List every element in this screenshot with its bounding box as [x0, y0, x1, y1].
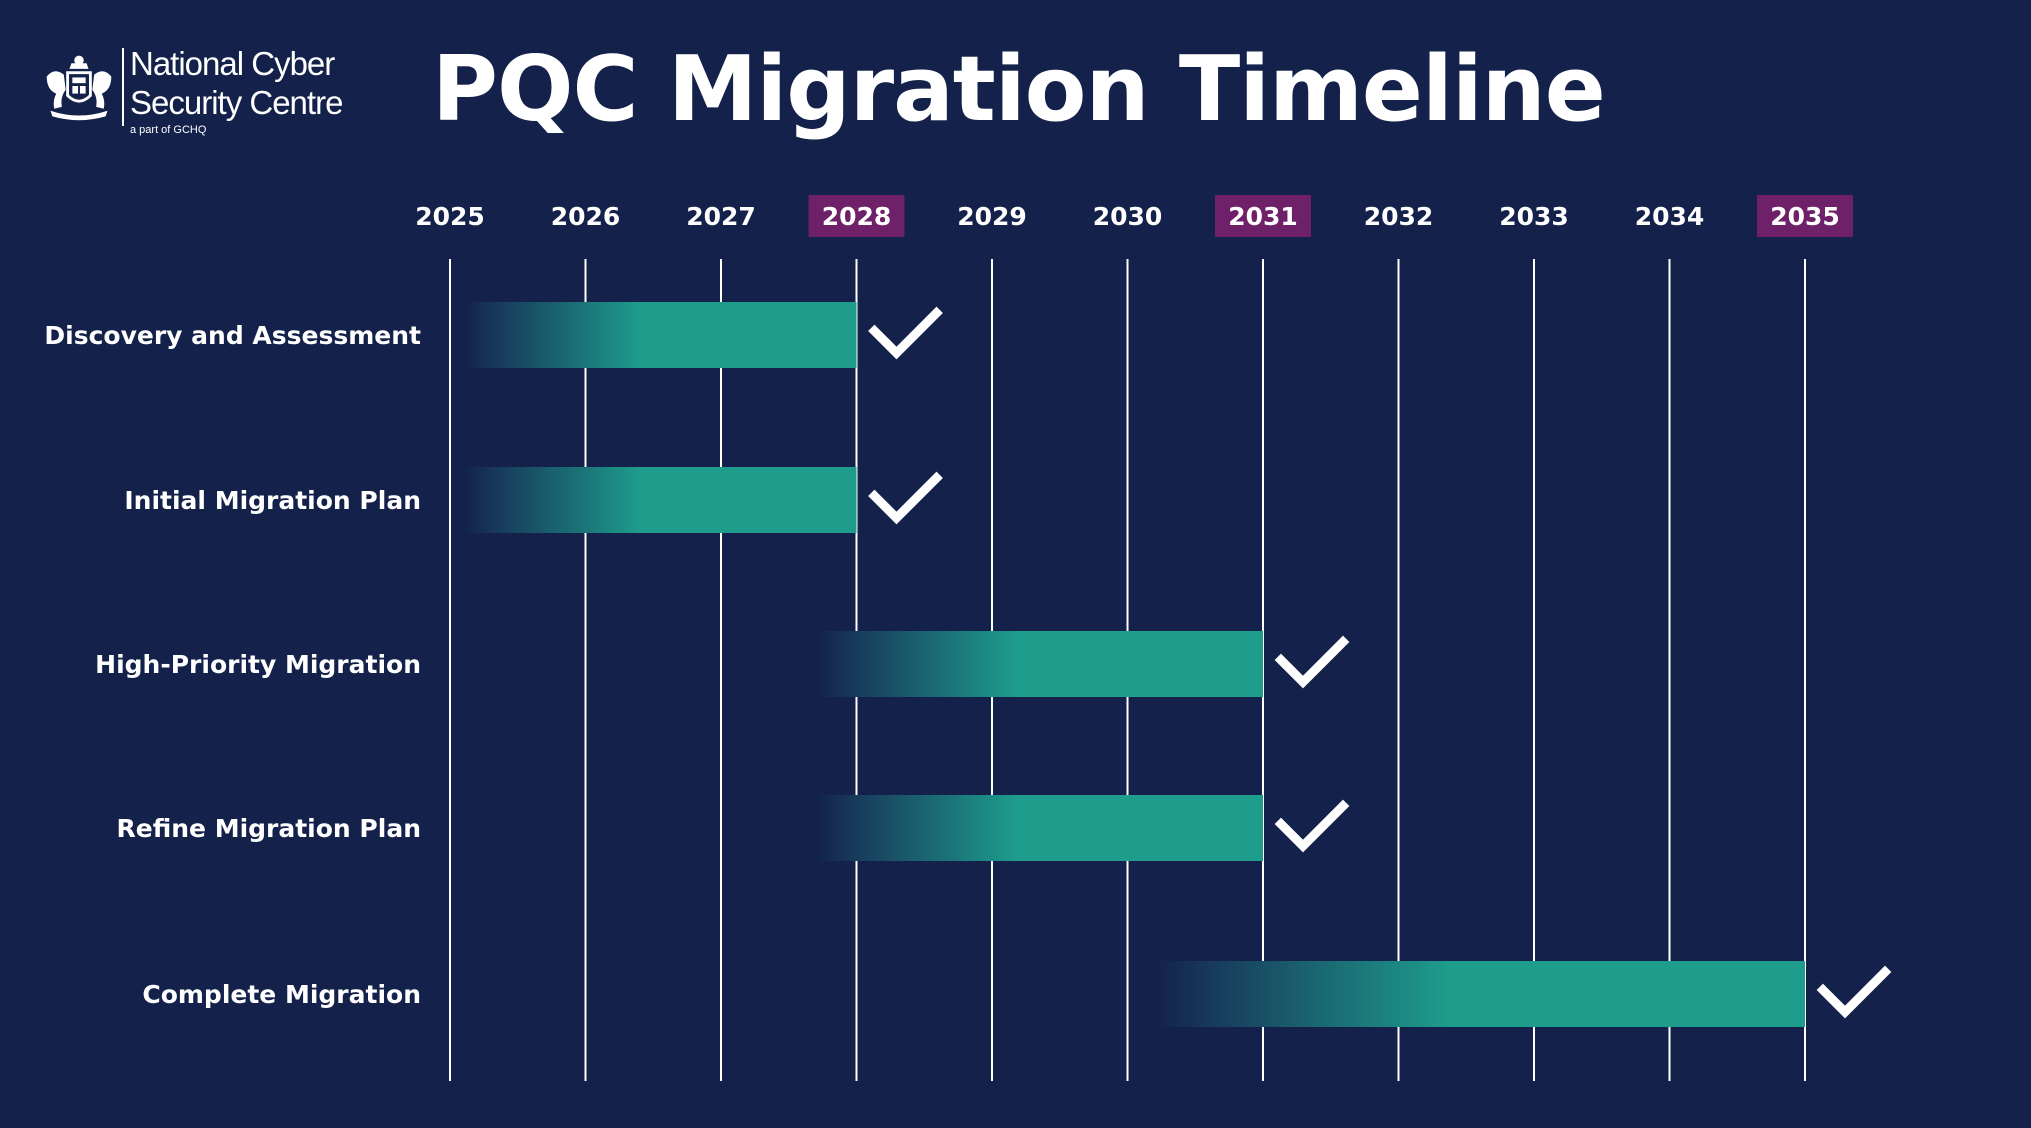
- task-label-refine-migration-plan: Refine Migration Plan: [117, 814, 422, 843]
- task-bar-initial-migration-plan: [463, 467, 857, 533]
- royal-crest-icon: [46, 55, 112, 121]
- year-label-2030: 2030: [1093, 202, 1163, 231]
- logo-wordmark: National Cyber Security Centre: [130, 44, 343, 122]
- task-label-initial-migration-plan: Initial Migration Plan: [124, 486, 421, 515]
- logo-divider: [122, 48, 124, 126]
- year-label-2035: 2035: [1770, 202, 1840, 231]
- task-label-high-priority-migration: High-Priority Migration: [95, 650, 421, 679]
- year-label-2031: 2031: [1228, 202, 1298, 231]
- task-label-discovery-and-assessment: Discovery and Assessment: [44, 321, 421, 350]
- check-icon: [1816, 965, 1892, 1019]
- year-highlight-2028: [808, 195, 905, 237]
- year-label-2034: 2034: [1635, 202, 1705, 231]
- year-highlight-2035: [1757, 195, 1853, 237]
- task-bar-discovery-and-assessment: [463, 302, 857, 368]
- year-label-2025: 2025: [415, 202, 485, 231]
- year-label-2033: 2033: [1499, 202, 1569, 231]
- check-icon: [1274, 799, 1350, 853]
- task-bar-refine-migration-plan: [815, 795, 1263, 861]
- year-label-2032: 2032: [1364, 202, 1434, 231]
- logo-name-line2: Security Centre: [130, 84, 343, 121]
- ncsc-logo: National Cyber Security Centre a part of…: [40, 44, 370, 144]
- task-bar-complete-migration: [1154, 961, 1805, 1027]
- check-icon: [868, 471, 943, 525]
- logo-tagline: a part of GCHQ: [130, 124, 207, 136]
- year-highlight-2031: [1215, 195, 1311, 237]
- year-label-2029: 2029: [957, 202, 1027, 231]
- check-icon: [1274, 635, 1350, 689]
- logo-name-line1: National Cyber: [130, 45, 335, 82]
- page-title: PQC Migration Timeline: [432, 37, 1606, 142]
- task-bar-high-priority-migration: [815, 631, 1263, 697]
- year-label-2026: 2026: [551, 202, 621, 231]
- task-label-complete-migration: Complete Migration: [142, 980, 421, 1009]
- year-label-2027: 2027: [686, 202, 756, 231]
- year-label-2028: 2028: [822, 202, 892, 231]
- check-icon: [868, 306, 943, 360]
